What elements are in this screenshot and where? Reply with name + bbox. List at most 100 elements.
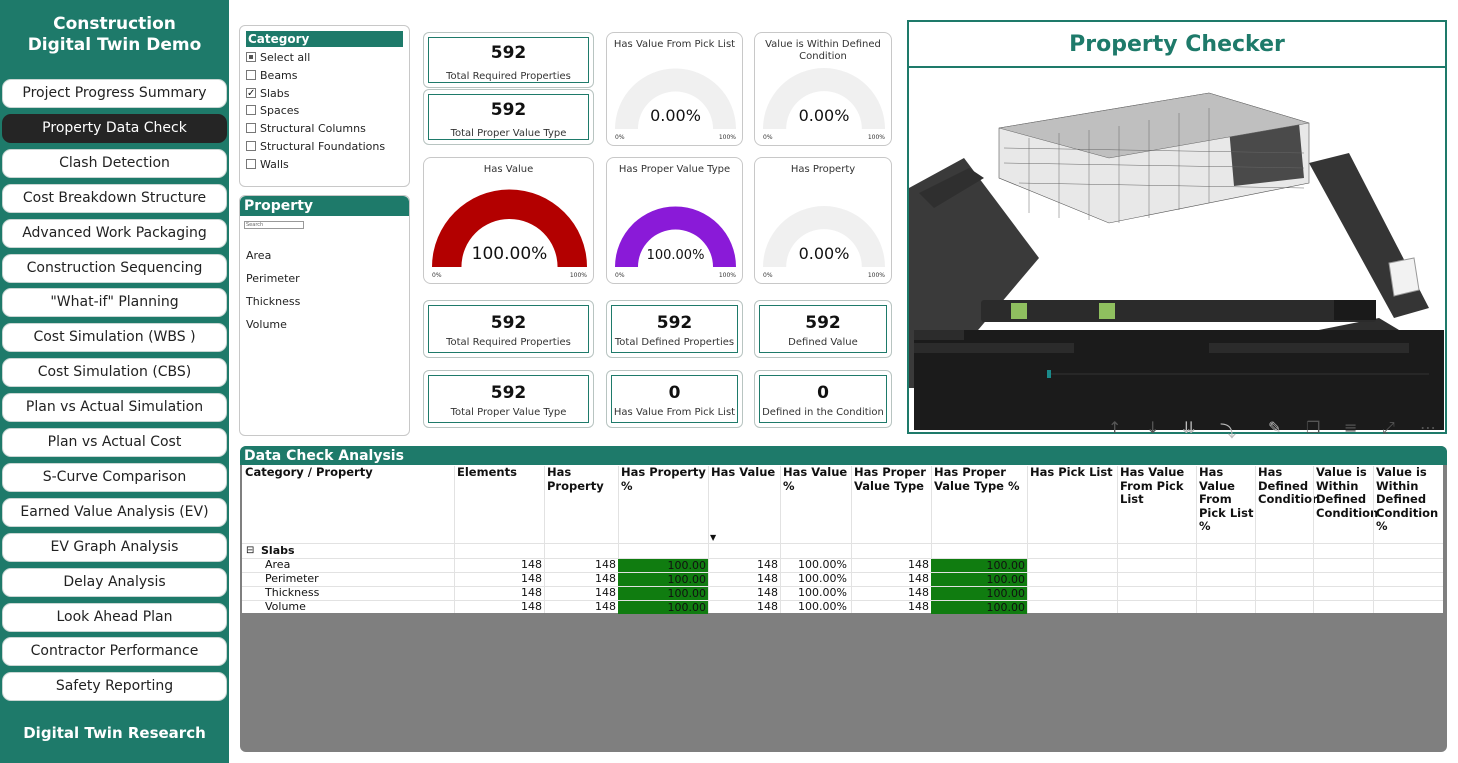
category-option[interactable]: Select all [246, 50, 310, 66]
column-divider [1313, 466, 1314, 613]
nav-cost-breakdown-structure[interactable]: Cost Breakdown Structure [2, 183, 227, 213]
table-cell: 100.00 [931, 573, 1027, 586]
building-model-render[interactable] [909, 68, 1447, 434]
sort-down-icon[interactable]: ↓ [1146, 418, 1160, 437]
gauge-card: Value is Within Defined Condition 0.00% 0% 1… [754, 32, 892, 146]
gauge-card: Has Property 0.00% 0% 100% [754, 157, 892, 284]
kpi-label: Total Required Properties [446, 71, 571, 82]
kpi-card: 592 Total Required Properties [423, 32, 594, 88]
nav-safety-reporting[interactable]: Safety Reporting [2, 672, 227, 702]
gauge-max-label: 100% [719, 272, 736, 279]
nav-earned-value-analysis-ev[interactable]: Earned Value Analysis (EV) [2, 497, 227, 527]
nav-cost-simulation-wbs[interactable]: Cost Simulation (WBS ) [2, 323, 227, 353]
column-header[interactable]: Has Pick List [1030, 465, 1113, 479]
row-divider [242, 572, 1443, 573]
kpi-value: 0 [817, 383, 829, 403]
category-option-label: Slabs [260, 86, 290, 100]
nav-s-curve-comparison[interactable]: S-Curve Comparison [2, 462, 227, 492]
table-cell: 148 [595, 572, 616, 585]
column-divider [851, 466, 852, 613]
column-divider [1196, 466, 1197, 613]
nav-what-if-planning[interactable]: "What-if" Planning [2, 288, 227, 318]
collapse-icon[interactable]: ⊟ [246, 545, 255, 556]
column-header[interactable]: Has Defined Condition [1258, 465, 1321, 506]
model-viewer[interactable] [907, 68, 1447, 434]
nav-construction-sequencing[interactable]: Construction Sequencing [2, 253, 227, 283]
nav-contractor-performance[interactable]: Contractor Performance [2, 637, 227, 667]
nav-project-progress-summary[interactable]: Project Progress Summary [2, 79, 227, 108]
table-cell: 100.00 [618, 587, 708, 600]
checkbox-icon[interactable] [246, 86, 256, 102]
copy-icon[interactable]: ❐ [1306, 418, 1321, 437]
kpi-label: Defined Value [788, 337, 858, 348]
nav-property-data-check[interactable]: Property Data Check [2, 113, 227, 143]
nav-ev-graph-analysis[interactable]: EV Graph Analysis [2, 532, 227, 562]
pin-icon[interactable]: ✎ [1268, 418, 1282, 437]
column-header[interactable]: Category / Property [245, 465, 373, 479]
nav-plan-vs-actual-cost[interactable]: Plan vs Actual Cost [2, 428, 227, 457]
category-option[interactable]: Structural Columns [246, 121, 366, 137]
column-header[interactable]: Has Value From Pick List [1120, 465, 1185, 506]
column-divider [544, 466, 545, 613]
row-divider [242, 586, 1443, 587]
more-options-icon[interactable]: ⋯ [1420, 418, 1436, 437]
gauge-title: Has Property [790, 164, 856, 175]
gauge-max-label: 100% [719, 134, 736, 141]
column-header[interactable]: Has Property % [621, 465, 706, 493]
nav-cost-simulation-cbs[interactable]: Cost Simulation (CBS) [2, 358, 227, 388]
column-header[interactable]: Has Proper Value Type % [934, 465, 1020, 493]
nav-plan-vs-actual-simulation[interactable]: Plan vs Actual Simulation [2, 393, 227, 423]
kpi-card: 592 Total Proper Value Type [423, 370, 594, 428]
category-option[interactable]: Slabs [246, 86, 290, 102]
group-row-label[interactable]: Slabs [261, 544, 295, 557]
column-header[interactable]: Value is Within Defined Condition % [1376, 465, 1439, 533]
category-option[interactable]: Spaces [246, 103, 299, 119]
table-cell: 148 [521, 586, 542, 599]
drill-down-icon[interactable]: ⤵ [1220, 422, 1237, 441]
column-header[interactable]: Value is Within Defined Condition [1316, 465, 1379, 520]
checkbox-icon[interactable] [246, 123, 256, 134]
nav-look-ahead-plan[interactable]: Look Ahead Plan [2, 602, 227, 632]
column-header[interactable]: Has Value % [783, 465, 848, 493]
gauge-chart: 100.00% 0% 100% [432, 189, 587, 279]
kpi-card: 592 Total Required Properties [423, 300, 594, 358]
kpi-value: 592 [805, 313, 841, 333]
property-option[interactable]: Perimeter [246, 272, 300, 285]
focus-mode-icon[interactable]: ⤢ [1382, 418, 1395, 437]
category-option[interactable]: Beams [246, 68, 298, 84]
nav-advanced-work-packaging[interactable]: Advanced Work Packaging [2, 218, 227, 248]
sort-descending-icon[interactable]: ▼ [710, 533, 717, 542]
property-option[interactable]: Area [246, 249, 272, 262]
kpi-value: 592 [490, 313, 527, 333]
column-divider [618, 466, 619, 613]
column-divider [454, 466, 455, 613]
row-label: Area [265, 558, 291, 571]
property-option[interactable]: Volume [246, 318, 287, 331]
table-cell: 100.00% [798, 558, 847, 571]
nav-delay-analysis[interactable]: Delay Analysis [2, 567, 227, 597]
checkbox-icon[interactable] [246, 105, 256, 116]
property-option[interactable]: Thickness [246, 295, 301, 308]
column-header[interactable]: Elements [457, 465, 517, 479]
column-header[interactable]: Has Proper Value Type [854, 465, 926, 493]
table-cell: 148 [757, 558, 778, 571]
column-header[interactable]: Has Value From Pick List % [1199, 465, 1254, 533]
filter-icon[interactable]: ≡ [1344, 418, 1358, 437]
checkbox-icon[interactable] [246, 52, 256, 62]
kpi-value: 592 [490, 43, 527, 63]
gauge-value: 0.00% [650, 106, 701, 125]
sidebar-footer: Digital Twin Research [23, 724, 206, 742]
nav-clash-detection[interactable]: Clash Detection [2, 148, 227, 178]
column-header[interactable]: Has Value [711, 465, 776, 479]
checkbox-icon[interactable] [246, 141, 256, 151]
property-search-input[interactable]: Search [244, 221, 304, 229]
kpi-value: 0 [668, 383, 681, 403]
column-divider [1255, 466, 1256, 613]
sort-up-icon[interactable]: ↑ [1108, 418, 1122, 437]
column-header[interactable]: Has Property [547, 465, 604, 493]
expand-all-icon[interactable]: ⇊ [1182, 418, 1196, 437]
checkbox-icon[interactable] [246, 158, 256, 169]
category-option[interactable]: Walls [246, 157, 289, 173]
category-option[interactable]: Structural Foundations [246, 139, 385, 155]
checkbox-icon[interactable] [246, 69, 256, 80]
